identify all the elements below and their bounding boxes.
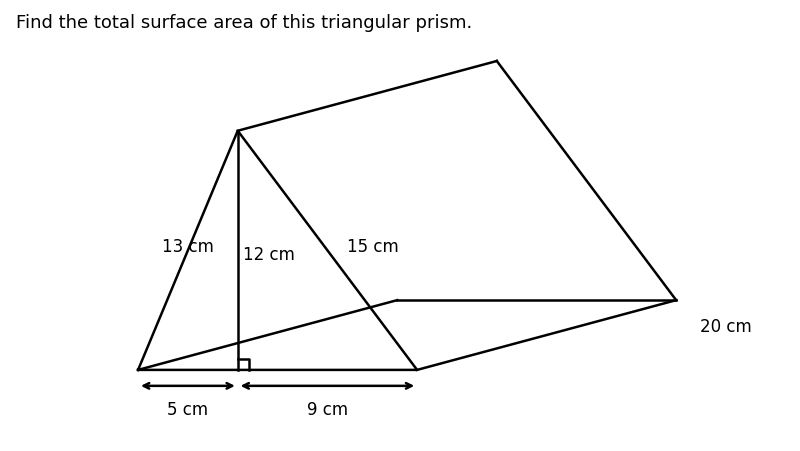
Text: 5 cm: 5 cm xyxy=(167,400,209,418)
Text: Find the total surface area of this triangular prism.: Find the total surface area of this tria… xyxy=(16,14,472,32)
Text: 9 cm: 9 cm xyxy=(307,400,348,418)
Text: 15 cm: 15 cm xyxy=(347,238,399,256)
Text: 20 cm: 20 cm xyxy=(700,318,752,335)
Text: 13 cm: 13 cm xyxy=(162,238,214,256)
Text: 12 cm: 12 cm xyxy=(242,246,294,264)
